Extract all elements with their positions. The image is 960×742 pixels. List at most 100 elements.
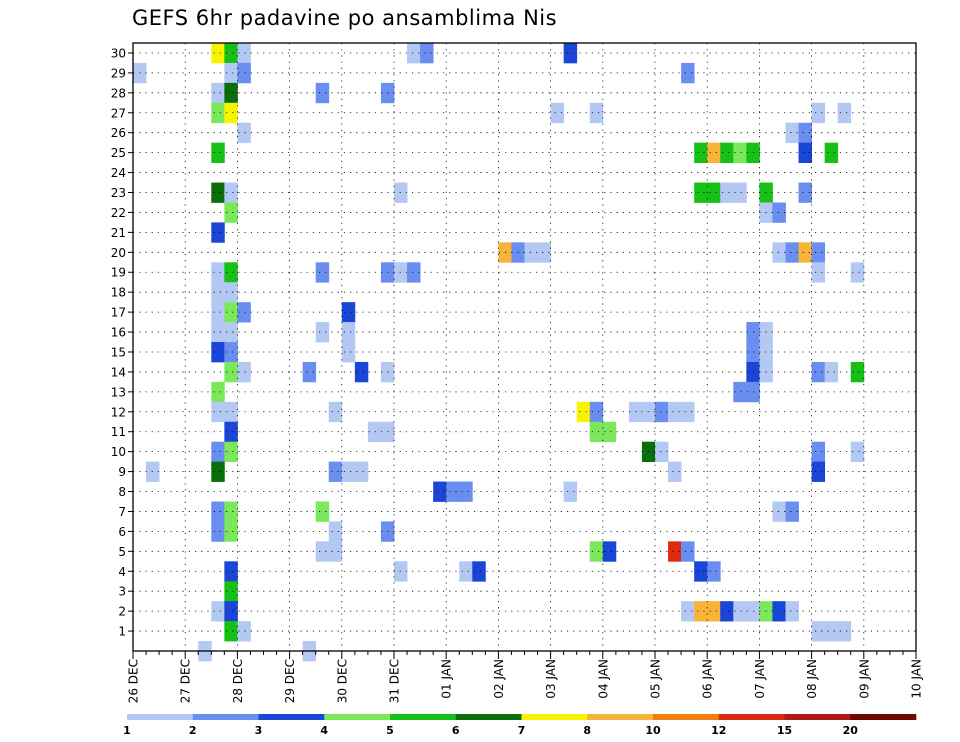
y-tick-label: 10 <box>111 445 126 459</box>
colorbar-swatch <box>653 714 720 720</box>
heatmap-cell <box>224 262 238 283</box>
heatmap-cell <box>211 401 225 423</box>
x-tick-label: 29 DEC <box>283 659 297 703</box>
colorbar-swatch <box>521 714 588 720</box>
heatmap-cell <box>224 282 238 303</box>
heatmap-cell <box>668 461 682 482</box>
y-tick-label: 25 <box>111 146 126 160</box>
colorbar-label: 5 <box>386 724 394 737</box>
y-tick-label: 1 <box>118 625 126 639</box>
heatmap-cell <box>224 561 238 582</box>
heatmap-cell <box>211 342 225 363</box>
heatmap-cell <box>237 302 251 323</box>
heatmap-cell <box>224 401 238 423</box>
heatmap-cell <box>707 561 721 582</box>
x-tick-label: 01 JAN <box>440 659 454 699</box>
heatmap-cell <box>224 342 238 363</box>
colorbar-label: 2 <box>189 724 197 737</box>
heatmap-cell <box>720 182 734 203</box>
x-tick-label: 07 JAN <box>753 659 767 699</box>
heatmap-cell <box>237 43 251 64</box>
heatmap-cell <box>798 142 812 163</box>
heatmap-cell <box>224 102 238 124</box>
y-tick-label: 2 <box>118 605 126 619</box>
x-tick-label: 06 JAN <box>701 659 715 699</box>
heatmap-cell <box>341 461 356 482</box>
heatmap-cell <box>668 541 682 562</box>
y-tick-label: 6 <box>118 525 126 539</box>
y-tick-label: 13 <box>111 385 126 399</box>
y-tick-label: 4 <box>118 565 126 579</box>
y-tick-label: 12 <box>111 405 126 419</box>
heatmap-cell <box>328 401 343 423</box>
heatmap-cell <box>655 401 669 423</box>
x-tick-label: 28 DEC <box>231 659 245 703</box>
heatmap-cell <box>811 461 826 482</box>
x-tick-label: 02 JAN <box>492 659 506 699</box>
colorbar-swatch <box>587 714 654 720</box>
heatmap-cell <box>211 182 225 203</box>
heatmap-cell <box>681 601 695 622</box>
colorbar-label: 4 <box>320 724 328 737</box>
heatmap-cell <box>315 262 330 283</box>
heatmap-cell <box>837 102 852 124</box>
heatmap-cell <box>563 481 578 502</box>
heatmap-cell <box>407 43 421 64</box>
heatmap-cell <box>237 361 251 383</box>
x-tick-label: 05 JAN <box>649 659 663 699</box>
heatmap-cell <box>211 501 225 522</box>
heatmap-cell <box>211 82 225 104</box>
heatmap-cell <box>211 461 225 482</box>
x-tick-label: 27 DEC <box>179 659 193 703</box>
y-tick-label: 14 <box>111 365 126 379</box>
heatmap-cell <box>354 361 369 383</box>
heatmap-cell <box>354 461 369 482</box>
heatmap-cell <box>420 43 434 64</box>
heatmap-cell <box>837 621 852 642</box>
heatmap-cell <box>211 282 225 303</box>
x-tick-label: 08 JAN <box>805 659 819 699</box>
x-tick-label: 26 DEC <box>127 659 141 703</box>
heatmap-cell <box>850 361 865 383</box>
heatmap-cell <box>211 381 225 403</box>
heatmap-cell <box>720 142 734 163</box>
colorbar-label: 10 <box>645 724 661 737</box>
heatmap-cell <box>694 182 708 203</box>
y-tick-label: 9 <box>118 465 126 479</box>
y-tick-label: 21 <box>111 226 126 240</box>
heatmap-cell <box>524 242 538 263</box>
heatmap-cell <box>720 601 734 622</box>
x-tick-label: 03 JAN <box>544 659 558 699</box>
colorbar-label: 3 <box>255 724 263 737</box>
heatmap-cell <box>341 302 356 323</box>
heatmap-cell <box>459 481 473 502</box>
heatmap-cell <box>694 561 708 582</box>
colorbar-label: 6 <box>452 724 460 737</box>
grid-lines <box>133 43 916 651</box>
y-tick-label: 18 <box>111 286 126 300</box>
heatmap-cell <box>824 621 839 642</box>
y-tick-label: 26 <box>111 126 126 140</box>
heatmap-cell <box>798 182 812 203</box>
heatmap-cell <box>367 421 382 443</box>
heatmap-cell <box>772 501 786 522</box>
heatmap-cell <box>237 62 251 84</box>
heatmap-cell <box>224 202 238 223</box>
heatmap-cell <box>315 82 330 104</box>
x-tick-label: 31 DEC <box>388 659 402 703</box>
y-tick-label: 23 <box>111 186 126 200</box>
heatmap-cell <box>824 142 839 163</box>
heatmap-cell <box>589 102 604 124</box>
heatmap-cell <box>224 601 238 622</box>
y-tick-label: 3 <box>118 585 126 599</box>
x-tick-label: 10 JAN <box>910 659 924 699</box>
heatmap-cell <box>602 421 617 443</box>
heatmap-cell <box>224 581 238 602</box>
colorbar-label: 15 <box>777 724 792 737</box>
heatmap-cell <box>785 242 799 263</box>
heatmap-cell <box>576 401 591 423</box>
heatmap-cell <box>707 142 721 163</box>
heatmap-cell <box>785 501 799 522</box>
heatmap-cell <box>681 62 695 84</box>
